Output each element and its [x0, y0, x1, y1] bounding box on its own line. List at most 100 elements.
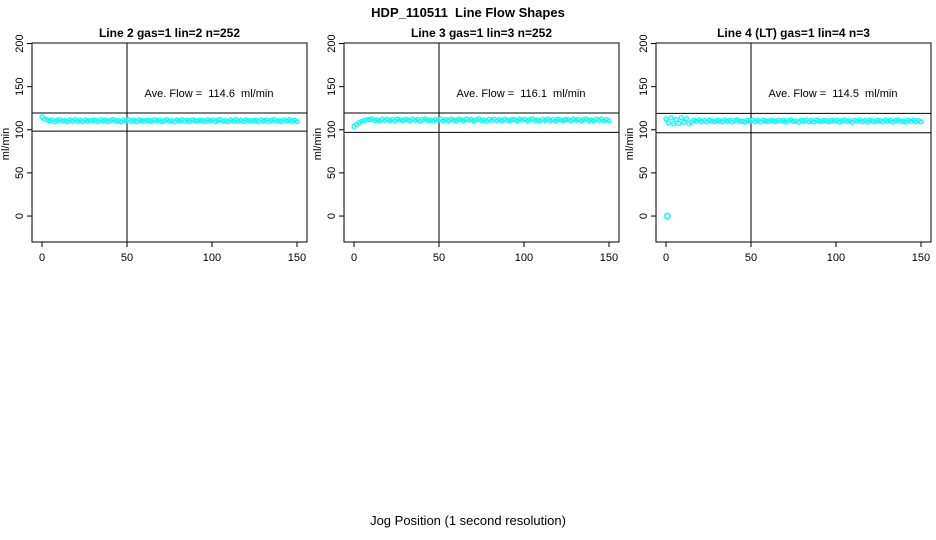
y-tick-label: 100	[638, 121, 650, 139]
data-point	[399, 117, 406, 124]
data-point	[192, 117, 198, 124]
y-tick-label: 200	[326, 34, 338, 52]
data-point	[245, 117, 252, 124]
data-point	[136, 117, 142, 123]
plot-border	[343, 42, 620, 243]
data-point	[509, 116, 515, 123]
data-point	[169, 117, 175, 124]
y-tick-label: 0	[14, 213, 26, 219]
x-tick-label: 50	[121, 252, 133, 264]
data-point	[220, 118, 226, 124]
data-point	[859, 118, 865, 125]
data-point	[235, 118, 241, 124]
y-tick-label: 50	[326, 167, 338, 179]
data-point	[128, 118, 134, 124]
data-point	[732, 117, 738, 124]
data-point	[98, 117, 104, 123]
data-point	[760, 117, 766, 123]
data-point	[892, 117, 899, 124]
data-point	[100, 118, 106, 124]
data-point	[744, 117, 751, 123]
data-point	[450, 117, 457, 123]
data-point	[138, 117, 145, 124]
data-point	[494, 117, 500, 124]
x-tick-label: 50	[745, 252, 757, 264]
data-point	[918, 119, 924, 125]
plot-border	[655, 42, 932, 243]
data-point	[268, 117, 275, 123]
subplot-line3-canvas: Line 3 gas=1 lin=3 n=252 0 50 100 150 0 50 100 1…	[312, 26, 620, 264]
subplot-line2-canvas: Line 2 gas=1 lin=2 n=252 0 50 100 150 0 50 100 1…	[0, 26, 308, 264]
data-point	[228, 117, 234, 123]
x-tick-label: 100	[515, 252, 533, 264]
data-point	[410, 116, 416, 122]
data-point	[253, 117, 259, 124]
data-point	[872, 118, 878, 125]
ave-flow-label: Ave. Flow = 116.1 ml/min	[457, 88, 586, 100]
subplot-title: Line 2 gas=1 lin=2 n=252	[99, 26, 240, 40]
data-point	[709, 118, 715, 124]
data-point	[87, 118, 94, 124]
data-point	[85, 117, 91, 124]
data-point	[379, 116, 385, 122]
data-point	[573, 117, 579, 123]
data-point	[75, 118, 81, 124]
x-tick-label: 0	[39, 252, 45, 264]
page-title: HDP_110511 Line Flow Shapes	[371, 5, 565, 20]
data-point	[427, 117, 434, 123]
data-point	[900, 118, 906, 124]
y-tick-label: 150	[14, 77, 26, 95]
data-point	[793, 118, 799, 124]
x-tick-label: 50	[433, 252, 445, 264]
data-point	[194, 118, 201, 124]
data-point	[885, 118, 891, 124]
data-point	[565, 117, 571, 123]
data-point	[775, 117, 781, 123]
data-point	[542, 117, 548, 123]
data-point	[205, 117, 211, 123]
data-point	[801, 118, 807, 124]
data-point	[534, 117, 541, 123]
data-point	[905, 117, 911, 123]
data-point	[665, 120, 672, 126]
data-point	[161, 117, 168, 123]
x-tick-label: 0	[663, 252, 669, 264]
data-point	[394, 116, 401, 122]
data-point	[69, 118, 76, 124]
y-tick-label: 200	[638, 34, 650, 52]
data-point	[813, 117, 820, 123]
data-point	[146, 117, 152, 124]
x-axis-label: Jog Position (1 second resolution)	[370, 513, 566, 528]
data-point	[123, 118, 129, 124]
subplot-title: Line 3 gas=1 lin=3 n=252	[411, 26, 552, 40]
data-point	[601, 117, 607, 124]
data-point	[425, 117, 431, 124]
data-point	[596, 117, 602, 123]
plot-border	[31, 42, 308, 243]
data-point	[435, 117, 441, 123]
data-point	[706, 117, 713, 123]
data-point	[182, 118, 188, 124]
data-point	[821, 117, 827, 124]
subplot-line2: Line 2 gas=1 lin=2 n=252 0 50 100 150 0 50 100 1…	[0, 25, 312, 275]
data-point	[663, 116, 669, 122]
data-point	[714, 117, 720, 124]
data-point	[874, 117, 881, 124]
data-point	[47, 118, 53, 124]
y-tick-label: 0	[326, 213, 338, 219]
data-point	[189, 117, 196, 123]
data-point	[473, 116, 480, 123]
data-point	[511, 117, 518, 123]
data-point	[359, 118, 365, 124]
data-point	[681, 119, 687, 125]
x-tick-label: 100	[203, 252, 221, 264]
outlier-point	[663, 212, 671, 220]
data-point	[668, 115, 674, 121]
data-point	[606, 118, 612, 124]
data-point	[432, 116, 439, 122]
data-point	[854, 118, 860, 124]
data-point	[785, 117, 792, 124]
data-point	[897, 118, 904, 125]
data-point	[527, 116, 533, 123]
